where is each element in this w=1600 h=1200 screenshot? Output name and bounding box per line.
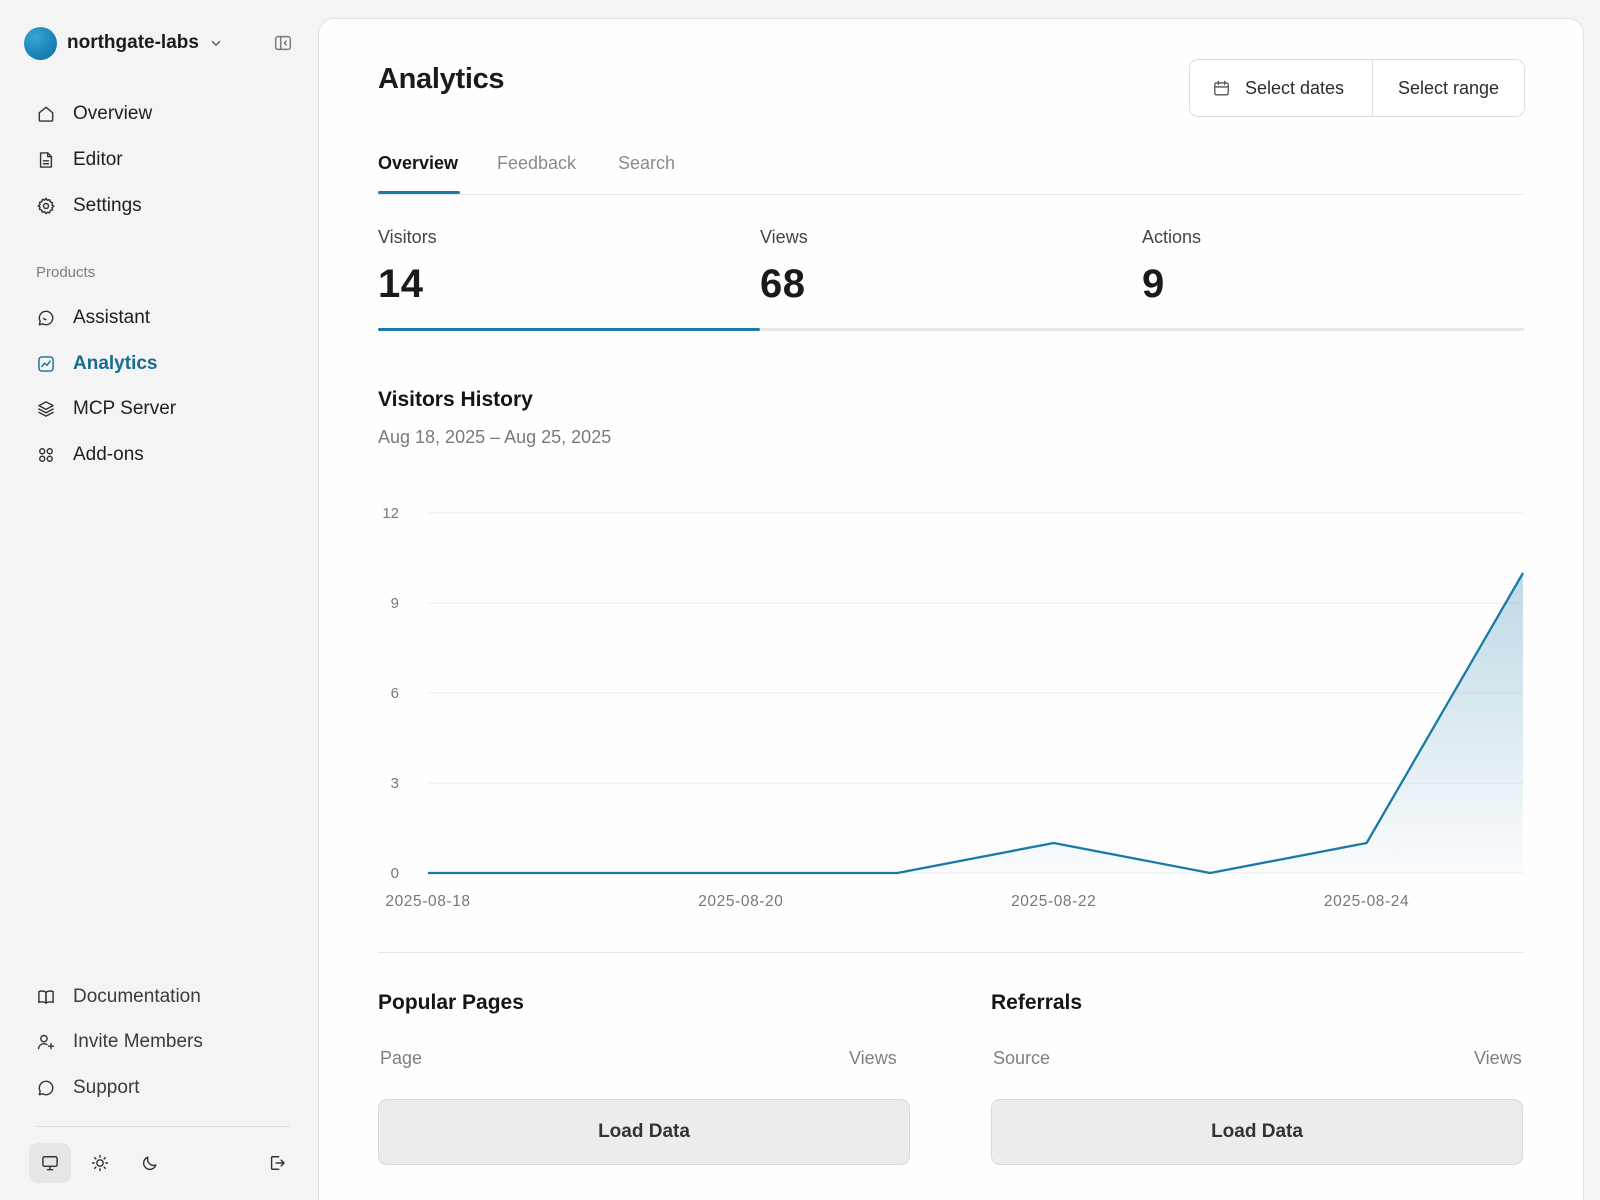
org-avatar: [24, 26, 57, 60]
logout-button[interactable]: [256, 1143, 298, 1183]
stat-visitors[interactable]: Visitors 14: [378, 227, 760, 331]
tab-feedback[interactable]: Feedback: [497, 153, 577, 173]
page-title: Analytics: [378, 63, 505, 95]
stat-value: 14: [378, 262, 424, 306]
products-section-title: Products: [36, 264, 96, 281]
referrals-load-button[interactable]: Load Data: [991, 1099, 1523, 1165]
sidebar-divider: [36, 1126, 290, 1127]
sun-icon: [91, 1154, 109, 1172]
chart-date-range: Aug 18, 2025 – Aug 25, 2025: [378, 427, 612, 447]
chat-icon: [36, 1078, 56, 1098]
monitor-icon: [42, 1156, 58, 1171]
moon-icon: [142, 1156, 157, 1171]
sidebar: northgate-labs Overview Editor Settings …: [0, 0, 318, 1200]
collapse-sidebar-button[interactable]: [272, 32, 294, 54]
chart-area-fill: [428, 573, 1523, 873]
stat-value: 9: [1142, 262, 1165, 306]
sidebar-item-label: Documentation: [73, 986, 201, 1007]
theme-dark-button[interactable]: [129, 1143, 171, 1183]
sidebar-item-invite-members[interactable]: Invite Members: [36, 1027, 203, 1057]
sidebar-item-overview[interactable]: Overview: [36, 99, 152, 129]
sidebar-item-label: Settings: [73, 195, 142, 216]
popular-pages-title: Popular Pages: [378, 991, 524, 1014]
stats-track: [378, 328, 1524, 331]
chart-x-tick-label: 2025-08-24: [1324, 893, 1409, 910]
popular-pages-load-button[interactable]: Load Data: [378, 1099, 910, 1165]
chart-y-tick-label: 3: [391, 775, 399, 792]
sidebar-item-label: Editor: [73, 149, 123, 170]
sidebar-item-assistant[interactable]: Assistant: [36, 303, 150, 333]
sidebar-collapse-icon: [274, 35, 292, 51]
logout-icon: [270, 1156, 285, 1170]
sidebar-item-documentation[interactable]: Documentation: [36, 982, 201, 1012]
sidebar-item-label: Add-ons: [73, 444, 144, 465]
visitors-chart-svg: 0 3 6 9 12 2025-08-18 2025-08-20 2025-08-22 202…: [382, 505, 1524, 910]
select-dates-label: Select dates: [1245, 77, 1345, 98]
chart-icon: [36, 354, 56, 374]
document-icon: [36, 150, 56, 170]
sidebar-item-editor[interactable]: Editor: [36, 145, 123, 175]
sidebar-item-label: MCP Server: [73, 398, 177, 419]
sidebar-item-label: Support: [73, 1077, 140, 1098]
section-divider: [378, 952, 1524, 953]
chevron-down-icon: [209, 36, 223, 50]
stat-label: Visitors: [378, 227, 437, 247]
stat-value: 68: [760, 262, 806, 306]
stat-actions[interactable]: Actions 9: [1142, 227, 1524, 331]
theme-light-button[interactable]: [79, 1143, 121, 1183]
chart-title: Visitors History: [378, 388, 533, 411]
stat-label: Views: [760, 227, 808, 247]
gear-icon: [36, 196, 56, 216]
chart-y-tick-label: 6: [391, 685, 399, 702]
visitors-chart: 0 3 6 9 12 2025-08-18 2025-08-20 2025-08-22 202…: [369, 489, 1539, 919]
sidebar-item-label: Invite Members: [73, 1031, 203, 1052]
chart-x-tick-label: 2025-08-18: [385, 893, 470, 910]
active-stat-indicator: [378, 328, 760, 331]
date-range-controls: Select dates Select range: [1189, 59, 1525, 117]
sidebar-item-label: Assistant: [73, 307, 151, 328]
referrals-col-source: Source: [993, 1048, 1051, 1068]
user-plus-icon: [36, 1032, 56, 1052]
sidebar-item-label: Analytics: [73, 353, 158, 374]
chat-icon: [36, 308, 56, 328]
org-switcher[interactable]: northgate-labs: [24, 26, 223, 60]
popular-pages-col-views: Views: [849, 1048, 897, 1068]
select-range-label: Select range: [1397, 77, 1500, 98]
sidebar-item-label: Overview: [73, 103, 153, 124]
layers-icon: [36, 399, 56, 419]
tab-search[interactable]: Search: [618, 153, 676, 173]
sidebar-item-settings[interactable]: Settings: [36, 191, 142, 221]
select-range-button[interactable]: Select range: [1373, 60, 1524, 116]
select-dates-button[interactable]: Select dates: [1190, 60, 1373, 116]
chart-x-tick-label: 2025-08-20: [698, 893, 783, 910]
stats-row: Visitors 14 Views 68 Actions 9: [378, 227, 1524, 331]
chart-y-tick-label: 0: [391, 865, 399, 882]
popular-pages-col-page: Page: [380, 1048, 423, 1068]
main-panel: Analytics Select dates Select range Over…: [318, 18, 1584, 1200]
referrals-col-views: Views: [1474, 1048, 1522, 1068]
org-name: northgate-labs: [67, 32, 199, 53]
sidebar-item-add-ons[interactable]: Add-ons: [36, 440, 144, 470]
tab-overview[interactable]: Overview: [378, 153, 459, 173]
grid-icon: [36, 445, 56, 465]
book-icon: [36, 987, 56, 1007]
chart-y-tick-label: 12: [382, 505, 399, 522]
sidebar-item-support[interactable]: Support: [36, 1073, 140, 1103]
chart-series-line: [428, 572, 1524, 875]
theme-system-button[interactable]: [29, 1143, 71, 1183]
sidebar-item-mcp-server[interactable]: MCP Server: [36, 394, 176, 424]
stat-views[interactable]: Views 68: [760, 227, 1142, 331]
active-tab-indicator: [378, 191, 460, 194]
chart-x-tick-label: 2025-08-22: [1011, 893, 1096, 910]
home-icon: [36, 104, 56, 124]
chart-y-tick-label: 9: [391, 595, 399, 612]
analytics-tabs: Overview Feedback Search: [378, 149, 1524, 195]
calendar-icon: [1212, 79, 1231, 98]
sidebar-item-analytics[interactable]: Analytics: [36, 349, 157, 379]
referrals-title: Referrals: [991, 991, 1083, 1014]
stat-label: Actions: [1142, 227, 1202, 247]
